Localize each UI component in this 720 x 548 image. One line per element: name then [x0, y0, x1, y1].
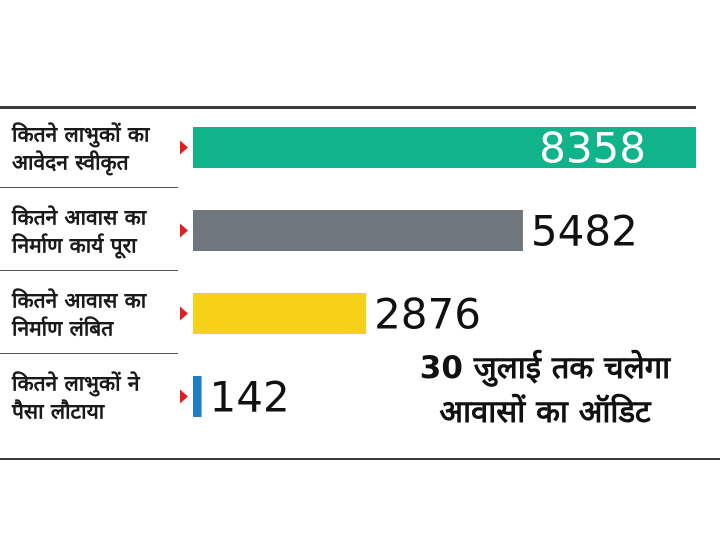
value-label: 5482 — [531, 207, 638, 256]
category-label: कितने लाभुकों का — [11, 122, 151, 149]
value-label: 2876 — [374, 290, 481, 339]
category-label: कितने लाभुकों ने — [11, 371, 141, 398]
category-label: आवेदन स्वीकृत — [12, 150, 130, 177]
value-label: 8358 — [539, 124, 646, 173]
category-label: कितने आवास का — [11, 205, 148, 230]
bar — [193, 210, 523, 251]
category-label: निर्माण लंबित — [11, 316, 114, 341]
headline-line-1: 30 जुलाई तक चलेगा — [419, 350, 671, 386]
row-separator — [0, 270, 178, 271]
category-label: पैसा लौटाया — [11, 399, 106, 424]
headline: 30 जुलाई तक चलेगा आवासों का ऑडिट — [380, 346, 710, 434]
pointer-marker — [180, 140, 188, 155]
pointer-marker — [180, 306, 188, 321]
bar — [193, 293, 367, 334]
pointer-marker — [180, 223, 188, 238]
bar — [193, 127, 696, 168]
bottom-rule — [0, 458, 720, 460]
category-label: निर्माण कार्य पूरा — [11, 233, 138, 260]
pointer-marker — [180, 389, 188, 404]
category-label: कितने आवास का — [11, 288, 148, 313]
top-rule — [0, 106, 696, 109]
value-label: 142 — [210, 373, 290, 422]
row-separator — [0, 353, 178, 354]
bar — [193, 376, 202, 417]
headline-line-2: आवासों का ऑडिट — [439, 394, 651, 430]
row-separator — [0, 187, 178, 188]
